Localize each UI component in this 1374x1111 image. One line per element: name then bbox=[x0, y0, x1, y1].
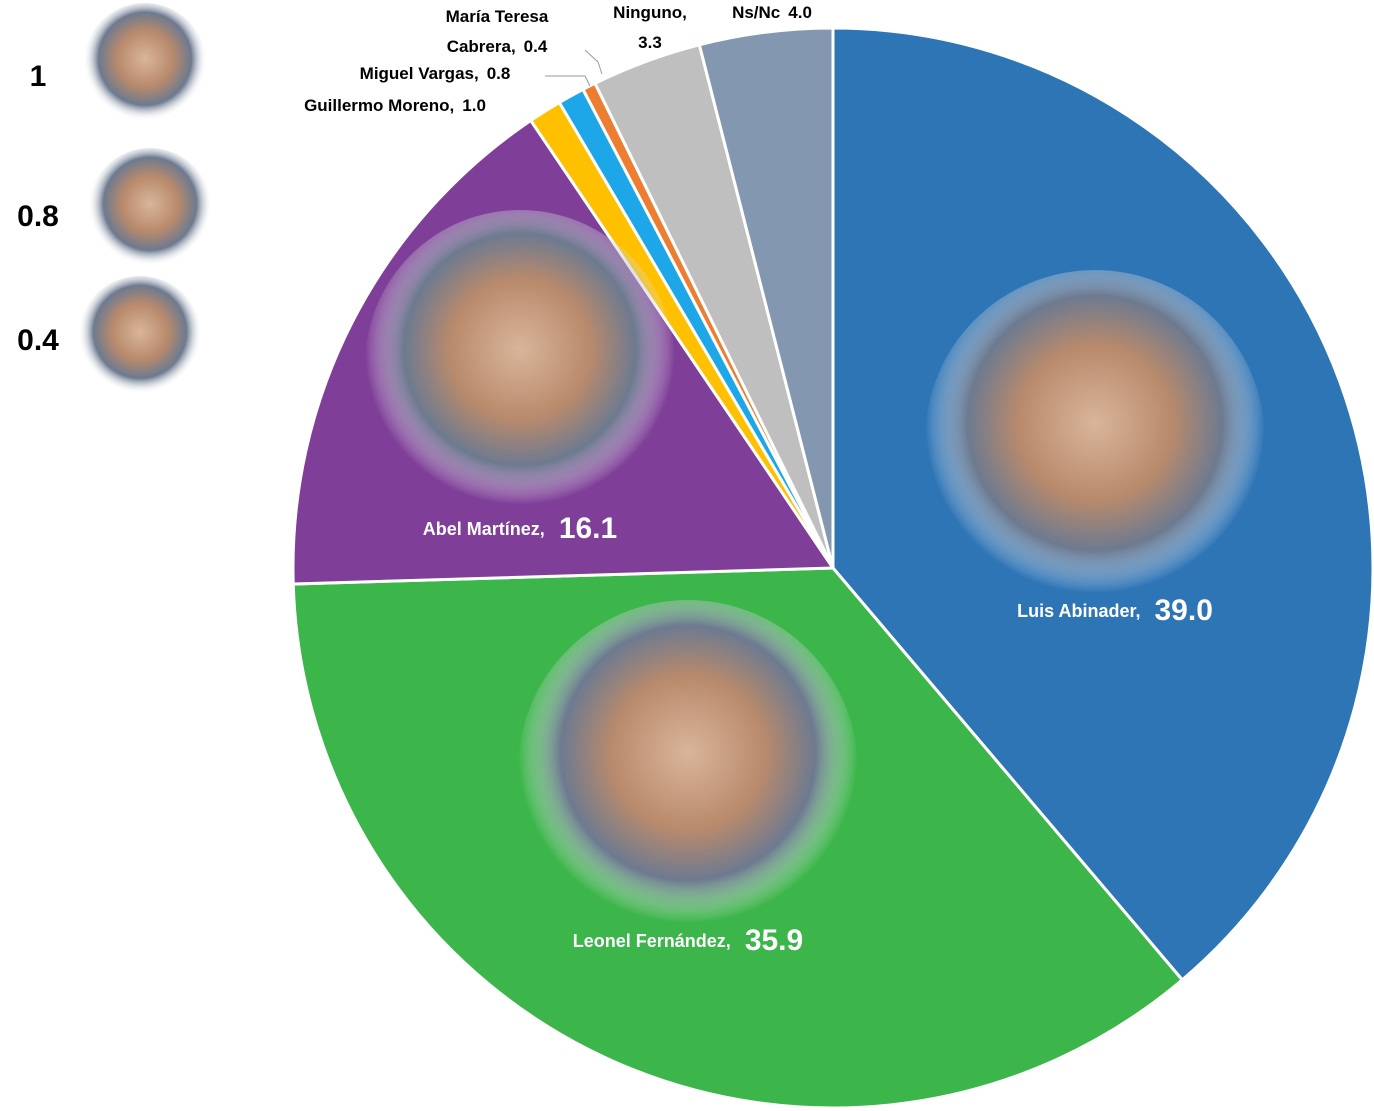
leader-lines bbox=[545, 50, 602, 86]
photo-label: 0.4 bbox=[17, 324, 59, 357]
photo bbox=[88, 148, 212, 272]
category-label: Leonel Fernández, bbox=[573, 931, 731, 951]
category-label: Ns/Nc bbox=[732, 3, 780, 22]
photo bbox=[83, 3, 207, 127]
pie bbox=[293, 28, 1373, 1108]
value-label: 0.4 bbox=[524, 37, 548, 56]
data-label: Ninguno, 3.3 bbox=[613, 3, 687, 52]
photo bbox=[518, 600, 858, 940]
value-label: 4.0 bbox=[788, 3, 812, 22]
photo bbox=[78, 276, 202, 400]
data-label: Miguel Vargas, 0.8 bbox=[360, 64, 511, 83]
leader-line bbox=[585, 50, 602, 74]
value-label: 1.0 bbox=[462, 96, 486, 115]
category-label: Miguel Vargas, bbox=[360, 64, 479, 83]
category-label: Cabrera, bbox=[447, 37, 516, 56]
value-label: 16.1 bbox=[559, 512, 617, 545]
data-label: Ns/Nc 4.0 bbox=[732, 3, 812, 22]
category-label: Ninguno, bbox=[613, 3, 687, 22]
category-label: Guillermo Moreno, bbox=[304, 96, 454, 115]
photo bbox=[925, 270, 1265, 610]
category-label: Abel Martínez, bbox=[423, 519, 545, 539]
data-label: Guillermo Moreno, 1.0 bbox=[304, 96, 486, 115]
photo-label: 1 bbox=[30, 60, 47, 93]
photo bbox=[365, 210, 675, 520]
chart: Luis Abinader, 39.0 Leonel Fernández, 35.9 A… bbox=[0, 0, 1374, 1111]
data-label: María Teresa Cabrera, 0.4 bbox=[446, 7, 549, 56]
photo-label: 0.8 bbox=[17, 200, 59, 233]
value-label: 39.0 bbox=[1154, 594, 1212, 627]
value-label: 35.9 bbox=[745, 924, 803, 957]
value-label: 3.3 bbox=[638, 33, 662, 52]
leader-line bbox=[545, 76, 590, 86]
category-label: Luis Abinader, bbox=[1017, 601, 1140, 621]
value-label: 0.8 bbox=[487, 64, 511, 83]
category-label: María Teresa bbox=[446, 7, 549, 26]
